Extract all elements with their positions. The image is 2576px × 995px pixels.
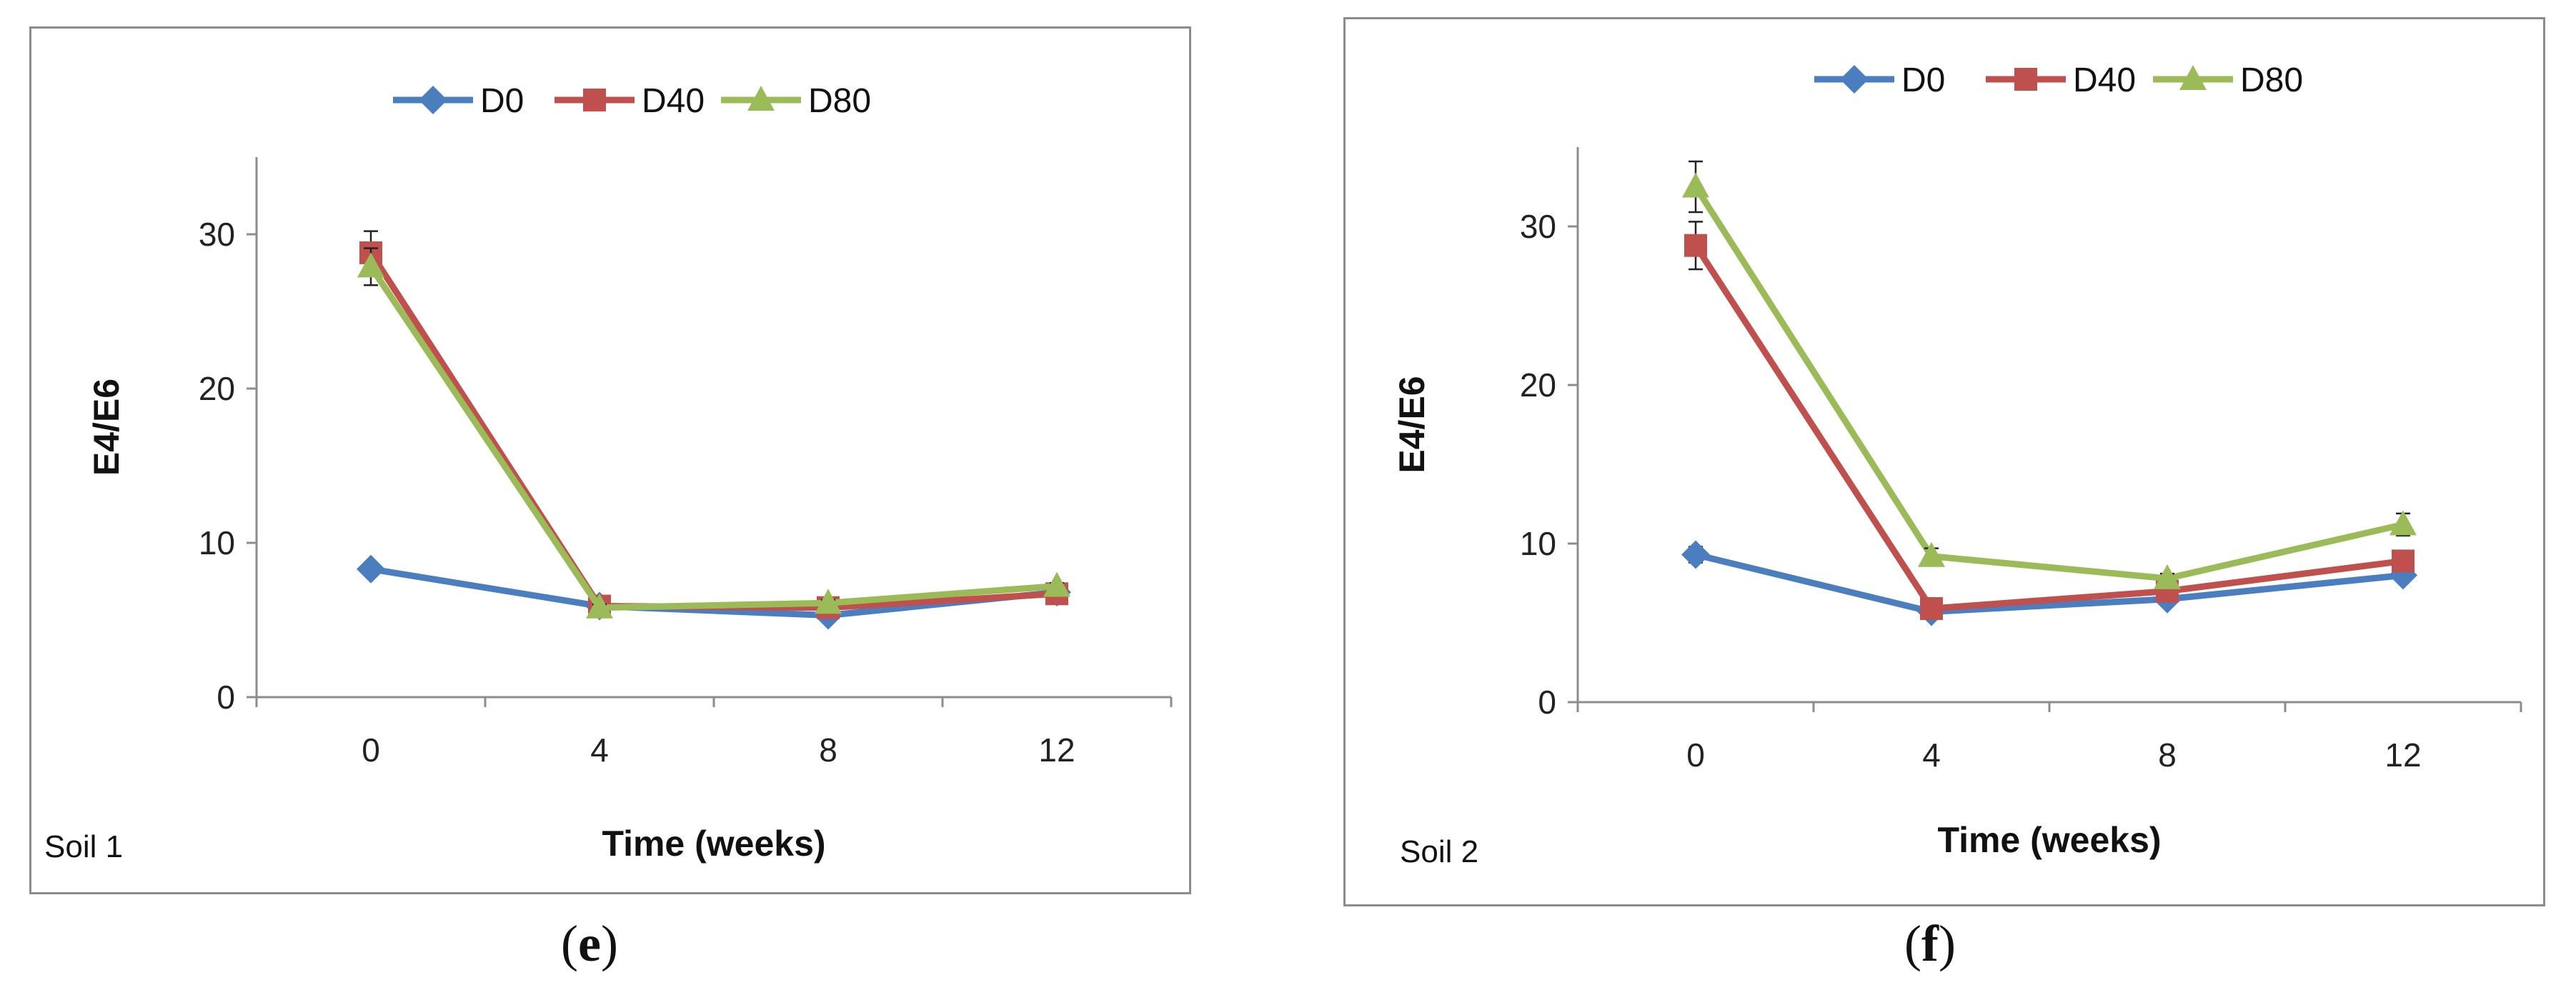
legend-marker-d40 (583, 89, 606, 111)
y-tick-label: 20 (199, 370, 235, 407)
x-tick-label: 0 (1686, 736, 1705, 774)
legend-label-d40: D40 (642, 82, 705, 120)
chart-f: 0 10 20 30 0 4 8 12 Time (weeks) E4/E6 Soil 2 D0 D40… (1392, 61, 2522, 869)
data-point-d80 (2154, 564, 2181, 589)
y-tick-label: 0 (217, 679, 235, 716)
data-point-d80 (2389, 510, 2417, 536)
series-line-d40 (1693, 244, 2404, 612)
legend-label-d0: D0 (480, 82, 524, 120)
y-tick-label: 20 (1520, 366, 1556, 404)
legend-label-d40: D40 (2073, 61, 2136, 99)
data-point-d40 (1920, 597, 1943, 621)
data-point-d80 (815, 589, 842, 614)
legend-label-d80: D80 (2240, 61, 2303, 99)
chart-panel-f: 0 10 20 30 0 4 8 12 Time (weeks) E4/E6 Soil 2 D0 D40… (1343, 17, 2545, 906)
y-tick-label: 30 (199, 216, 235, 253)
data-point-d80 (357, 252, 384, 278)
y-axis-label: E4/E6 (1392, 376, 1432, 473)
series-line-d0 (1694, 551, 2404, 615)
legend-marker-d80 (2179, 65, 2207, 90)
x-axis-label: Time (weeks) (1937, 820, 2161, 860)
x-tick-label: 0 (362, 731, 380, 769)
data-point-d80 (1918, 541, 1945, 567)
y-tick-label: 10 (1520, 525, 1556, 562)
data-point-d0 (357, 554, 385, 584)
series-line-d40 (368, 251, 1058, 611)
x-axis-label: Time (weeks) (602, 824, 825, 864)
chart-e: 0 10 20 30 0 4 8 12 Time (weeks) E4/E6 Soil 1 D0 D40… (44, 82, 1173, 864)
caption-e-letter: e (577, 915, 601, 972)
soil-label: Soil 1 (44, 829, 123, 864)
x-tick-label: 8 (2158, 736, 2177, 774)
y-tick-label: 10 (199, 524, 235, 561)
x-tick-label: 12 (1038, 731, 1075, 769)
x-tick-label: 12 (2384, 736, 2421, 774)
caption-f-letter: f (1921, 915, 1939, 972)
chart-panel-e: 0 10 20 30 0 4 8 12 Time (weeks) E4/E6 Soil 1 D0 D40… (29, 26, 1191, 894)
soil-label: Soil 2 (1400, 834, 1478, 869)
caption-e: (e) (561, 915, 618, 972)
x-tick-label: 8 (819, 731, 837, 769)
series-line-d80 (1693, 185, 2405, 582)
legend-marker-d80 (747, 86, 775, 111)
y-axis-label: E4/E6 (86, 379, 126, 476)
data-point-d0 (1681, 540, 1710, 569)
legend-label-d80: D80 (808, 82, 871, 120)
data-point-d80 (1043, 571, 1070, 597)
legend-marker-d0 (419, 86, 447, 114)
legend-marker-d40 (2014, 68, 2037, 91)
series-line-d80 (368, 264, 1058, 611)
y-tick-label: 0 (1538, 684, 1556, 721)
legend-label-d0: D0 (1901, 61, 1945, 99)
data-point-d80 (1682, 172, 1709, 198)
x-tick-label: 4 (1922, 736, 1941, 774)
data-point-d40 (2392, 549, 2415, 573)
caption-f: (f) (1904, 915, 1956, 972)
x-tick-label: 4 (590, 731, 609, 769)
data-point-d40 (1684, 234, 1707, 257)
legend-marker-d0 (1840, 65, 1869, 94)
y-tick-label: 30 (1520, 208, 1556, 245)
data-point-d80 (586, 593, 613, 619)
